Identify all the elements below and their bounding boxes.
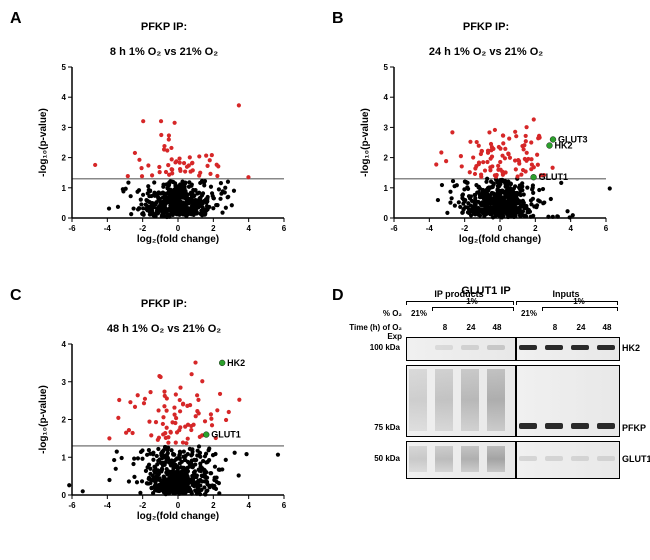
o2-row-label: % O₂	[336, 309, 402, 318]
svg-text:GLUT1: GLUT1	[211, 429, 241, 439]
svg-text:3: 3	[62, 123, 67, 132]
prot-2: GLUT1	[622, 454, 650, 464]
svg-text:1: 1	[62, 453, 67, 462]
panel-a-label: A	[10, 10, 22, 28]
svg-text:2: 2	[211, 224, 216, 233]
svg-text:4: 4	[384, 93, 389, 102]
svg-text:6: 6	[604, 224, 609, 233]
svg-text:4: 4	[568, 224, 573, 233]
panel-b-label: B	[332, 10, 344, 28]
svg-text:1: 1	[384, 183, 389, 192]
time-val-2: 24	[458, 323, 484, 332]
svg-text:HK2: HK2	[554, 140, 572, 150]
volcano-a: -6 -4 -2 0 2 4 6 0 1 2 3 4 5 log₂(fold change) -log₁₀(…	[34, 61, 294, 246]
panel-c-title-line1: PFKP IP:	[141, 298, 187, 310]
svg-text:4: 4	[246, 501, 251, 510]
time-val-1: 8	[432, 323, 458, 332]
svg-text:5: 5	[384, 63, 389, 72]
mw-0: 100 kDa	[336, 343, 400, 352]
svg-text:1: 1	[62, 183, 67, 192]
svg-text:0: 0	[498, 224, 503, 233]
svg-text:-2: -2	[139, 501, 147, 510]
panel-b-title-line2: 24 h 1% O₂ vs 21% O₂	[429, 46, 543, 58]
svg-text:0: 0	[384, 214, 389, 223]
panel-c-label: C	[10, 287, 22, 305]
svg-text:GLUT1: GLUT1	[539, 172, 569, 182]
svg-text:-4: -4	[426, 224, 434, 233]
panel-d: D GLUT1 IP IP productsInputs% O₂21%1%21%…	[330, 285, 642, 552]
svg-text:log₂(fold change): log₂(fold change)	[459, 234, 541, 245]
svg-text:-6: -6	[68, 224, 76, 233]
o2-val-0: 21%	[406, 309, 432, 318]
svg-text:2: 2	[62, 153, 67, 162]
svg-text:2: 2	[533, 224, 538, 233]
svg-text:0: 0	[176, 501, 181, 510]
time-val-6: 24	[568, 323, 594, 332]
svg-text:-2: -2	[139, 224, 147, 233]
svg-text:-4: -4	[104, 224, 112, 233]
prot-0: HK2	[622, 343, 640, 353]
svg-text:-6: -6	[68, 501, 76, 510]
time-row-label: Time (h) of O₂ Exp	[336, 323, 402, 341]
svg-text:-6: -6	[390, 224, 398, 233]
svg-text:-4: -4	[104, 501, 112, 510]
blot-area: IP productsInputs% O₂21%1%21%1%Time (h) …	[336, 301, 636, 541]
panel-c-wrap: PFKP IP: 48 h 1% O₂ vs 21% O₂ HK2 GLUT1 -6…	[8, 285, 320, 552]
time-val-3: 48	[484, 323, 510, 332]
figure-grid: A PFKP IP: 8 h 1% O₂ vs 21% O₂ -6-4-2024…	[8, 8, 642, 552]
svg-text:0: 0	[62, 214, 67, 223]
prot-1: PFKP	[622, 423, 646, 433]
svg-text:-log₁₀(p-value): -log₁₀(p-value)	[38, 385, 49, 454]
svg-text:5: 5	[62, 63, 67, 72]
panel-c: C PFKP IP: 48 h 1% O₂ vs 21% O₂ HK2 GLUT1…	[8, 285, 320, 552]
panel-b-title-line1: PFKP IP:	[463, 21, 509, 33]
svg-text:HK2: HK2	[227, 357, 245, 367]
svg-text:2: 2	[384, 153, 389, 162]
panel-b-wrap: PFKP IP: 24 h 1% O₂ vs 21% O₂ GLUT3HK2GL…	[330, 8, 642, 275]
panel-a: A PFKP IP: 8 h 1% O₂ vs 21% O₂ -6 -4 -2 0 2 4…	[8, 8, 320, 275]
svg-text:-2: -2	[461, 224, 469, 233]
panel-c-title: PFKP IP: 48 h 1% O₂ vs 21% O₂	[107, 285, 221, 336]
svg-text:6: 6	[282, 501, 287, 510]
o2-val-3: 1%	[542, 297, 616, 306]
volcano-b: GLUT3HK2GLUT1-6-4-20246012345log₂(fold c…	[356, 61, 616, 246]
time-val-5: 8	[542, 323, 568, 332]
o2-val-2: 21%	[516, 309, 542, 318]
svg-text:log₂(fold change): log₂(fold change)	[137, 511, 219, 522]
panel-a-wrap: PFKP IP: 8 h 1% O₂ vs 21% O₂ -6 -4 -2 0 2 4 6 0…	[8, 8, 320, 275]
o2-val-1: 1%	[432, 297, 512, 306]
svg-text:-log₁₀(p-value): -log₁₀(p-value)	[38, 108, 49, 177]
panel-a-title-line2: 8 h 1% O₂ vs 21% O₂	[110, 46, 218, 58]
svg-text:4: 4	[246, 224, 251, 233]
svg-text:3: 3	[62, 377, 67, 386]
svg-text:2: 2	[62, 415, 67, 424]
panel-a-title-line1: PFKP IP:	[141, 21, 187, 33]
mw-1: 75 kDa	[336, 423, 400, 432]
svg-text:0: 0	[62, 491, 67, 500]
svg-text:0: 0	[176, 224, 181, 233]
svg-text:6: 6	[282, 224, 287, 233]
svg-text:-log₁₀(p-value): -log₁₀(p-value)	[360, 108, 371, 177]
svg-text:4: 4	[62, 340, 67, 349]
svg-text:4: 4	[62, 93, 67, 102]
panel-c-title-line2: 48 h 1% O₂ vs 21% O₂	[107, 323, 221, 335]
time-val-7: 48	[594, 323, 620, 332]
svg-text:log₂(fold change): log₂(fold change)	[137, 234, 219, 245]
panel-a-title: PFKP IP: 8 h 1% O₂ vs 21% O₂	[110, 8, 218, 59]
panel-b: B PFKP IP: 24 h 1% O₂ vs 21% O₂ GLUT3HK2…	[330, 8, 642, 275]
svg-text:3: 3	[384, 123, 389, 132]
mw-2: 50 kDa	[336, 454, 400, 463]
svg-text:2: 2	[211, 501, 216, 510]
volcano-c: HK2 GLUT1 -6 -4 -2 0 2 4 6 0 1 2 3 4 log₂(fold change)…	[34, 338, 294, 523]
panel-b-title: PFKP IP: 24 h 1% O₂ vs 21% O₂	[429, 8, 543, 59]
